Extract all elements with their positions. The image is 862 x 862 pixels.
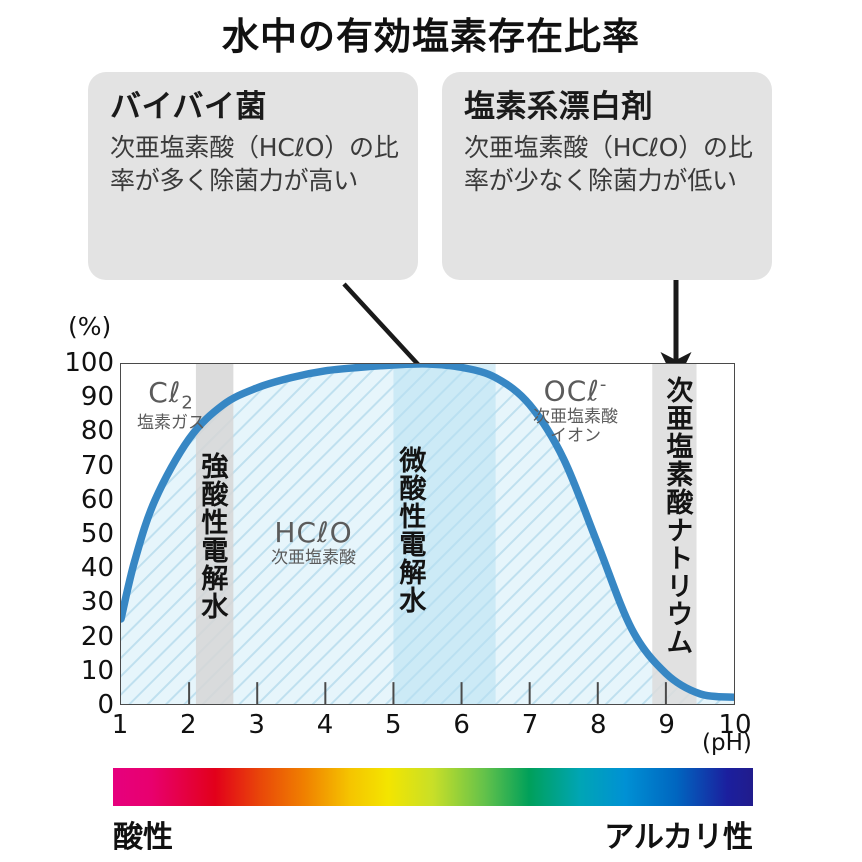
plot-frame: Cℓ2 塩素ガス HCℓO 次亜塩素酸 OCℓ- 次亜塩素酸 イオン 強酸性電解水… <box>120 363 735 705</box>
callout-body-baibai-kin: 次亜塩素酸（HCℓO）の比率が多く除菌力が高い <box>110 132 399 195</box>
callout-heading-baibai-kin: バイバイ菌 <box>110 89 267 125</box>
x-tick-6: 6 <box>453 710 470 740</box>
x-tick-1: 1 <box>111 710 129 740</box>
species-formula-cl2: Cℓ2 <box>148 376 194 414</box>
ph-gradient-bar <box>113 768 753 806</box>
species-jp-hclo: 次亜塩素酸 <box>271 548 356 568</box>
callout-box-baibai-kin: バイバイ菌 次亜塩素酸（HCℓO）の比率が多く除菌力が高い <box>88 72 418 280</box>
x-tick-10: 10 <box>718 710 752 740</box>
x-tick-5: 5 <box>385 710 402 740</box>
y-axis-unit: (%) <box>68 312 112 341</box>
species-jp-cl2: 塩素ガス <box>137 412 205 433</box>
y-tick-10: 10 <box>80 655 114 686</box>
band-label-sodium-hypochlorite: 次亜塩素酸ナトリウム <box>661 376 693 656</box>
y-tick-60: 60 <box>80 484 114 515</box>
y-tick-30: 30 <box>80 587 114 618</box>
x-axis-ticks <box>188 682 667 704</box>
curve-line <box>121 364 734 701</box>
y-tick-50: 50 <box>80 519 114 549</box>
x-tick-7: 7 <box>521 710 539 740</box>
y-tick-0: 0 <box>97 690 114 720</box>
band-label-strong-acid-electrolyzed-water: 強酸性電解水 <box>196 452 228 620</box>
x-tick-3: 3 <box>248 710 265 740</box>
x-axis-tick-labels: 1 2 3 4 5 6 7 8 9 10 <box>112 710 752 744</box>
callout-box-chlorine-bleach: 塩素系漂白剤 次亜塩素酸（HCℓO）の比率が少なく除菌力が低い <box>442 72 772 280</box>
x-tick-4: 4 <box>316 710 334 740</box>
y-tick-90: 90 <box>80 382 114 413</box>
species-jp-ocl: 次亜塩素酸 イオン <box>533 406 618 447</box>
ph-acid-label: 酸性 <box>113 820 173 855</box>
ph-alkali-label: アルカリ性 <box>604 820 753 855</box>
y-tick-20: 20 <box>80 621 114 652</box>
y-tick-40: 40 <box>80 553 114 584</box>
chlorine-ratio-curve <box>121 364 734 704</box>
y-tick-70: 70 <box>80 450 114 481</box>
x-axis-unit: (pH) <box>702 730 752 756</box>
species-label-ocl: OCℓ- 次亜塩素酸 イオン <box>533 374 618 447</box>
species-label-hclo: HCℓO 次亜塩素酸 <box>271 516 356 569</box>
species-formula-hclo: HCℓO <box>274 516 353 549</box>
band-rect-sodium-hypochlorite <box>652 364 697 704</box>
x-tick-2: 2 <box>180 710 197 740</box>
ph-band-overlay <box>195 364 697 704</box>
band-rect-weak-acid-electrolyzed-water <box>393 364 496 704</box>
page-title: 水中の有効塩素存在比率 <box>222 15 640 58</box>
callout-body-chlorine-bleach: 次亜塩素酸（HCℓO）の比率が少なく除菌力が低い <box>464 132 753 195</box>
x-tick-8: 8 <box>590 710 607 740</box>
callout-heading-chlorine-bleach: 塩素系漂白剤 <box>464 89 653 125</box>
species-label-cl2: Cℓ2 塩素ガス <box>137 376 205 433</box>
y-axis-tick-labels: 100 90 80 70 60 50 40 30 20 10 0 <box>56 348 114 720</box>
chart-plot-area: Cℓ2 塩素ガス HCℓO 次亜塩素酸 OCℓ- 次亜塩素酸 イオン 強酸性電解水… <box>120 363 735 705</box>
x-tick-9: 9 <box>658 710 675 740</box>
species-formula-ocl: OCℓ- <box>543 374 608 408</box>
band-label-weak-acid-electrolyzed-water: 微酸性電解水 <box>394 446 426 614</box>
y-tick-100: 100 <box>64 348 114 378</box>
y-tick-80: 80 <box>80 416 114 447</box>
